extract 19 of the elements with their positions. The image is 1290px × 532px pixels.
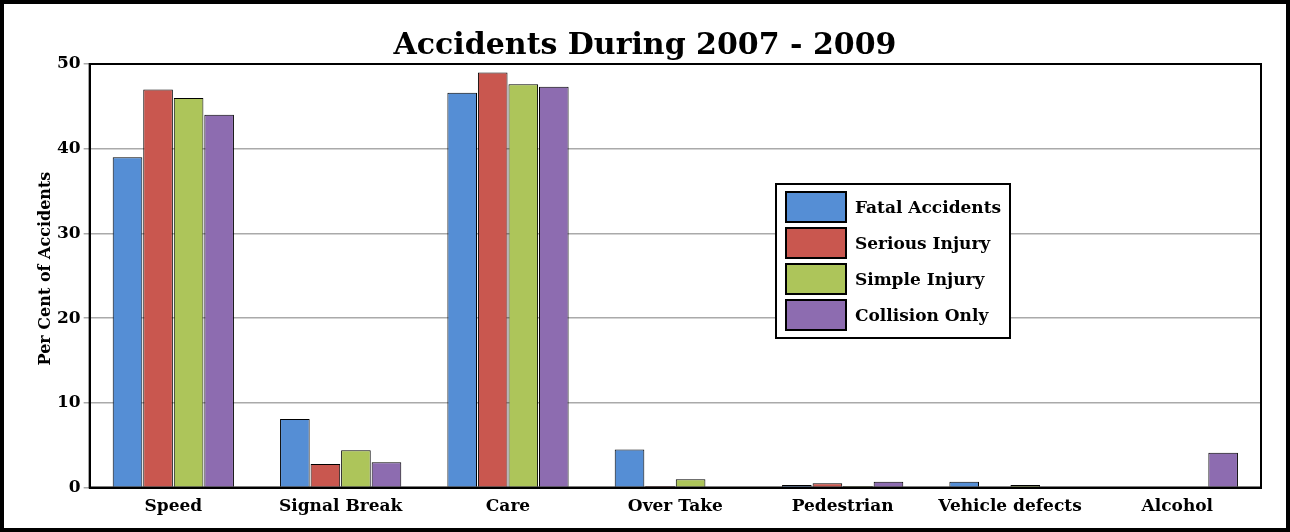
legend-label: Simple Injury: [854, 268, 985, 289]
x-tick-label: Care: [485, 495, 531, 516]
x-tick-label: Over Take: [627, 495, 724, 516]
y-tick-label: 30: [56, 221, 81, 242]
legend-label: Serious Injury: [854, 232, 991, 253]
x-tick-label: Pedestrian: [791, 495, 894, 516]
chart-title: Accidents During 2007 - 2009: [393, 26, 897, 61]
y-tick-label: 10: [56, 391, 81, 412]
y-tick-label: 50: [56, 52, 81, 73]
legend-label: Collision Only: [854, 304, 989, 325]
y-tick-label: 0: [68, 476, 81, 497]
x-tick-label: Speed: [144, 495, 203, 516]
y-axis-title: Per Cent of Accidents: [34, 170, 54, 368]
y-tick-label: 20: [56, 306, 81, 327]
x-tick-label: Alcohol: [1140, 495, 1214, 516]
legend-label: Fatal Accidents: [854, 196, 1002, 217]
y-tick-label: 40: [56, 137, 81, 158]
x-tick-label: Vehicle defects: [937, 495, 1082, 516]
x-tick-label: Signal Break: [279, 495, 404, 516]
